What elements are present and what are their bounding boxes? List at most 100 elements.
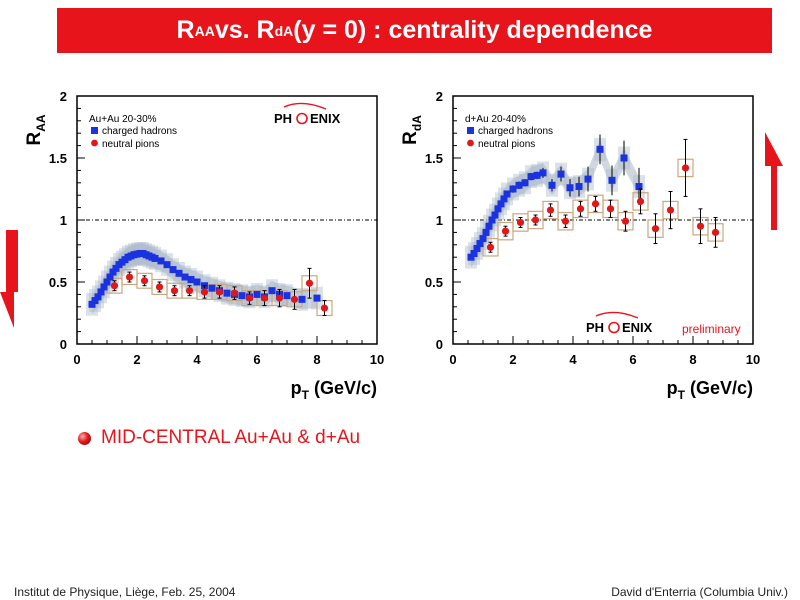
pion-point	[125, 273, 134, 281]
hadron-point	[485, 222, 493, 230]
hadron-point	[175, 269, 183, 277]
hadron-point	[91, 297, 99, 305]
bullet-text: MID-CENTRAL Au+Au & d+Au	[101, 427, 361, 448]
title-rest: (y = 0) : centrality dependence	[293, 16, 653, 44]
footer-left: Institut de Physique, Liège, Feb. 25, 20…	[14, 585, 236, 599]
legend-hadron-marker	[467, 127, 474, 134]
hadron-point	[103, 278, 111, 286]
legend-hadron-marker	[91, 127, 98, 134]
hadron-point	[527, 173, 535, 181]
legend-title: d+Au 20-40%	[465, 114, 526, 125]
pion-point	[696, 222, 705, 230]
x-axis-label: pT (GeV/c)	[291, 378, 377, 402]
raa-chart: 0 2 4 6 8 10 0 0.5 1 1.5 2 RAA pT (GeV/c) Au+Au 20-30…	[24, 89, 384, 402]
hadron-point	[620, 154, 628, 162]
legend-hadron-label: charged hadrons	[102, 126, 177, 137]
pion-point	[275, 294, 284, 302]
y-axis-label: RAA	[24, 114, 48, 145]
legend-pion-label: neutral pions	[102, 139, 159, 150]
hadron-point	[253, 290, 261, 298]
pion-point	[305, 279, 314, 287]
hadron-point	[635, 183, 643, 191]
pion-sys-box	[482, 238, 499, 257]
pion-point	[636, 197, 645, 205]
title-mid: vs. R	[214, 16, 275, 44]
hadron-point	[181, 273, 189, 281]
phenix-logo-text-a: PH	[274, 111, 292, 126]
x-tick-label: 8	[689, 352, 696, 367]
phenix-logo-text-b: ENIX	[310, 111, 341, 126]
hadron-sys-band	[92, 243, 317, 315]
legend-title: Au+Au 20-30%	[89, 114, 157, 125]
hadron-point	[313, 294, 321, 302]
x-tick-label: 6	[629, 352, 636, 367]
x-tick-label: 8	[313, 352, 320, 367]
phenix-logo-arc	[595, 311, 639, 319]
pion-point	[486, 243, 495, 251]
phenix-logo-text-a: PH	[586, 320, 604, 335]
hadron-point	[548, 181, 556, 189]
hadron-point	[479, 235, 487, 243]
pion-sys-box	[527, 210, 544, 230]
pion-sys-box	[542, 200, 559, 220]
x-tick-label: 10	[746, 352, 760, 367]
pion-point	[606, 205, 615, 213]
hadron-point	[500, 195, 508, 203]
bullet-item: MID-CENTRAL Au+Au & d+Au	[78, 427, 360, 449]
pion-point	[666, 206, 675, 214]
phenix-logo-icon	[608, 321, 620, 334]
pion-point	[290, 295, 299, 303]
hadron-point	[539, 169, 547, 177]
pion-point	[230, 289, 239, 297]
legend-hadron-label: charged hadrons	[478, 126, 553, 137]
hadron-point	[509, 185, 517, 193]
x-tick-label: 4	[569, 352, 577, 367]
hadron-point	[112, 264, 120, 272]
pion-point	[320, 304, 329, 312]
hadron-sys-band	[471, 139, 639, 268]
phenix-logo-text-b: ENIX	[622, 320, 653, 335]
y-tick-label: 1.5	[425, 151, 443, 166]
hadron-point	[109, 268, 117, 276]
hadron-point	[566, 184, 574, 192]
x-tick-label: 0	[449, 352, 456, 367]
pion-point	[621, 217, 630, 225]
x-tick-label: 2	[133, 352, 140, 367]
hadron-point	[473, 245, 481, 253]
hadron-point	[470, 249, 478, 257]
down-arrow-icon	[0, 230, 18, 328]
pion-point	[185, 287, 194, 295]
hadron-point	[193, 278, 201, 286]
hadron-point	[491, 211, 499, 219]
pion-point	[260, 294, 269, 302]
y-tick-label: 0	[436, 337, 443, 352]
pion-point	[516, 218, 525, 227]
x-tick-label: 6	[253, 352, 260, 367]
hadron-point	[283, 292, 291, 300]
hadron-point	[151, 254, 159, 262]
x-tick-label: 10	[370, 352, 384, 367]
hadron-point	[494, 205, 502, 213]
y-tick-label: 0	[60, 337, 67, 352]
x-tick-label: 2	[509, 352, 516, 367]
phenix-logo: PH ENIX	[586, 311, 653, 335]
pion-point	[531, 216, 540, 224]
pion-point	[651, 225, 660, 233]
bullet-icon	[78, 431, 91, 445]
hadron-point	[157, 257, 165, 265]
hadron-point	[521, 179, 529, 187]
pion-point	[140, 277, 149, 285]
pion-sys-box	[557, 211, 574, 231]
y-tick-label: 0.5	[49, 275, 67, 290]
hadron-point	[497, 200, 505, 208]
pion-point	[155, 283, 164, 291]
pion-point	[711, 228, 720, 236]
pion-point	[245, 294, 254, 302]
pion-point	[561, 217, 570, 225]
hadron-point	[476, 240, 484, 248]
rda-chart: 0 2 4 6 8 10 0 0.5 1 1.5 2 RdA pT (GeV/c) d+Au 20-40%…	[400, 89, 760, 402]
pion-point	[200, 288, 209, 296]
hadron-point	[208, 284, 216, 292]
x-tick-label: 4	[193, 352, 201, 367]
